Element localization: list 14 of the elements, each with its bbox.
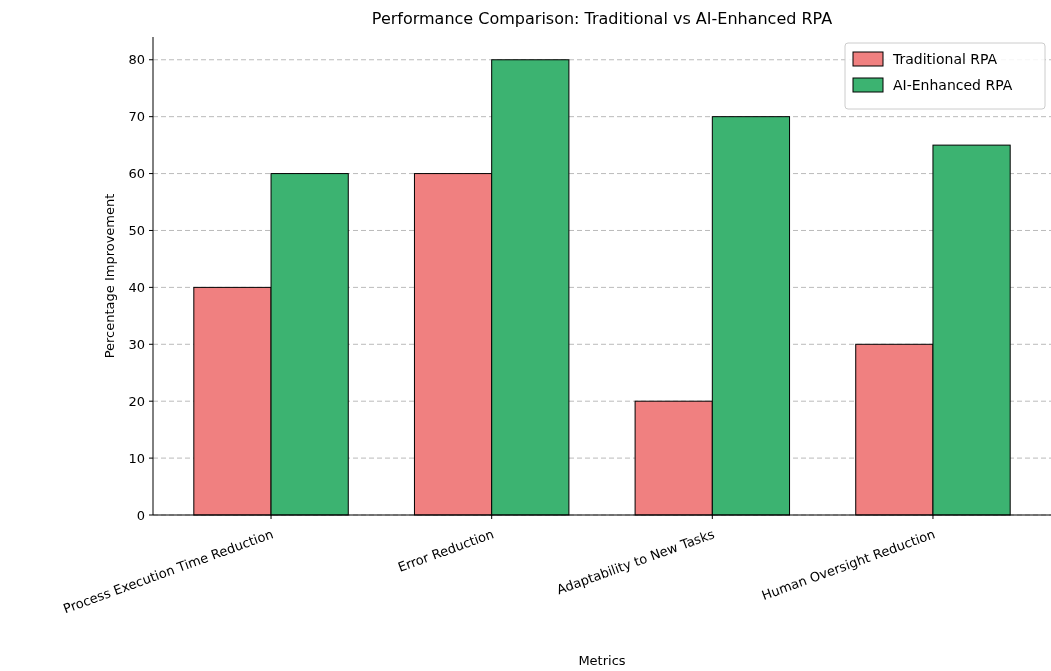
y-tick-label: 80 bbox=[128, 52, 145, 68]
y-tick-label: 30 bbox=[128, 336, 145, 352]
y-tick-label: 60 bbox=[128, 166, 145, 182]
y-axis-title: Percentage Improvement bbox=[102, 193, 117, 359]
legend-label: Traditional RPA bbox=[892, 50, 998, 67]
y-tick-label: 20 bbox=[128, 393, 145, 409]
y-tick-label: 0 bbox=[136, 507, 145, 523]
y-tick-label: 50 bbox=[128, 223, 145, 239]
y-tick-label: 40 bbox=[128, 279, 145, 295]
y-tick-label: 70 bbox=[128, 109, 145, 125]
legend-label: AI-Enhanced RPA bbox=[893, 76, 1013, 93]
x-axis-title: Metrics bbox=[578, 653, 626, 668]
chart-title: Performance Comparison: Traditional vs AI-Enhanced RPA bbox=[371, 9, 833, 28]
y-tick-label: 10 bbox=[128, 450, 145, 466]
